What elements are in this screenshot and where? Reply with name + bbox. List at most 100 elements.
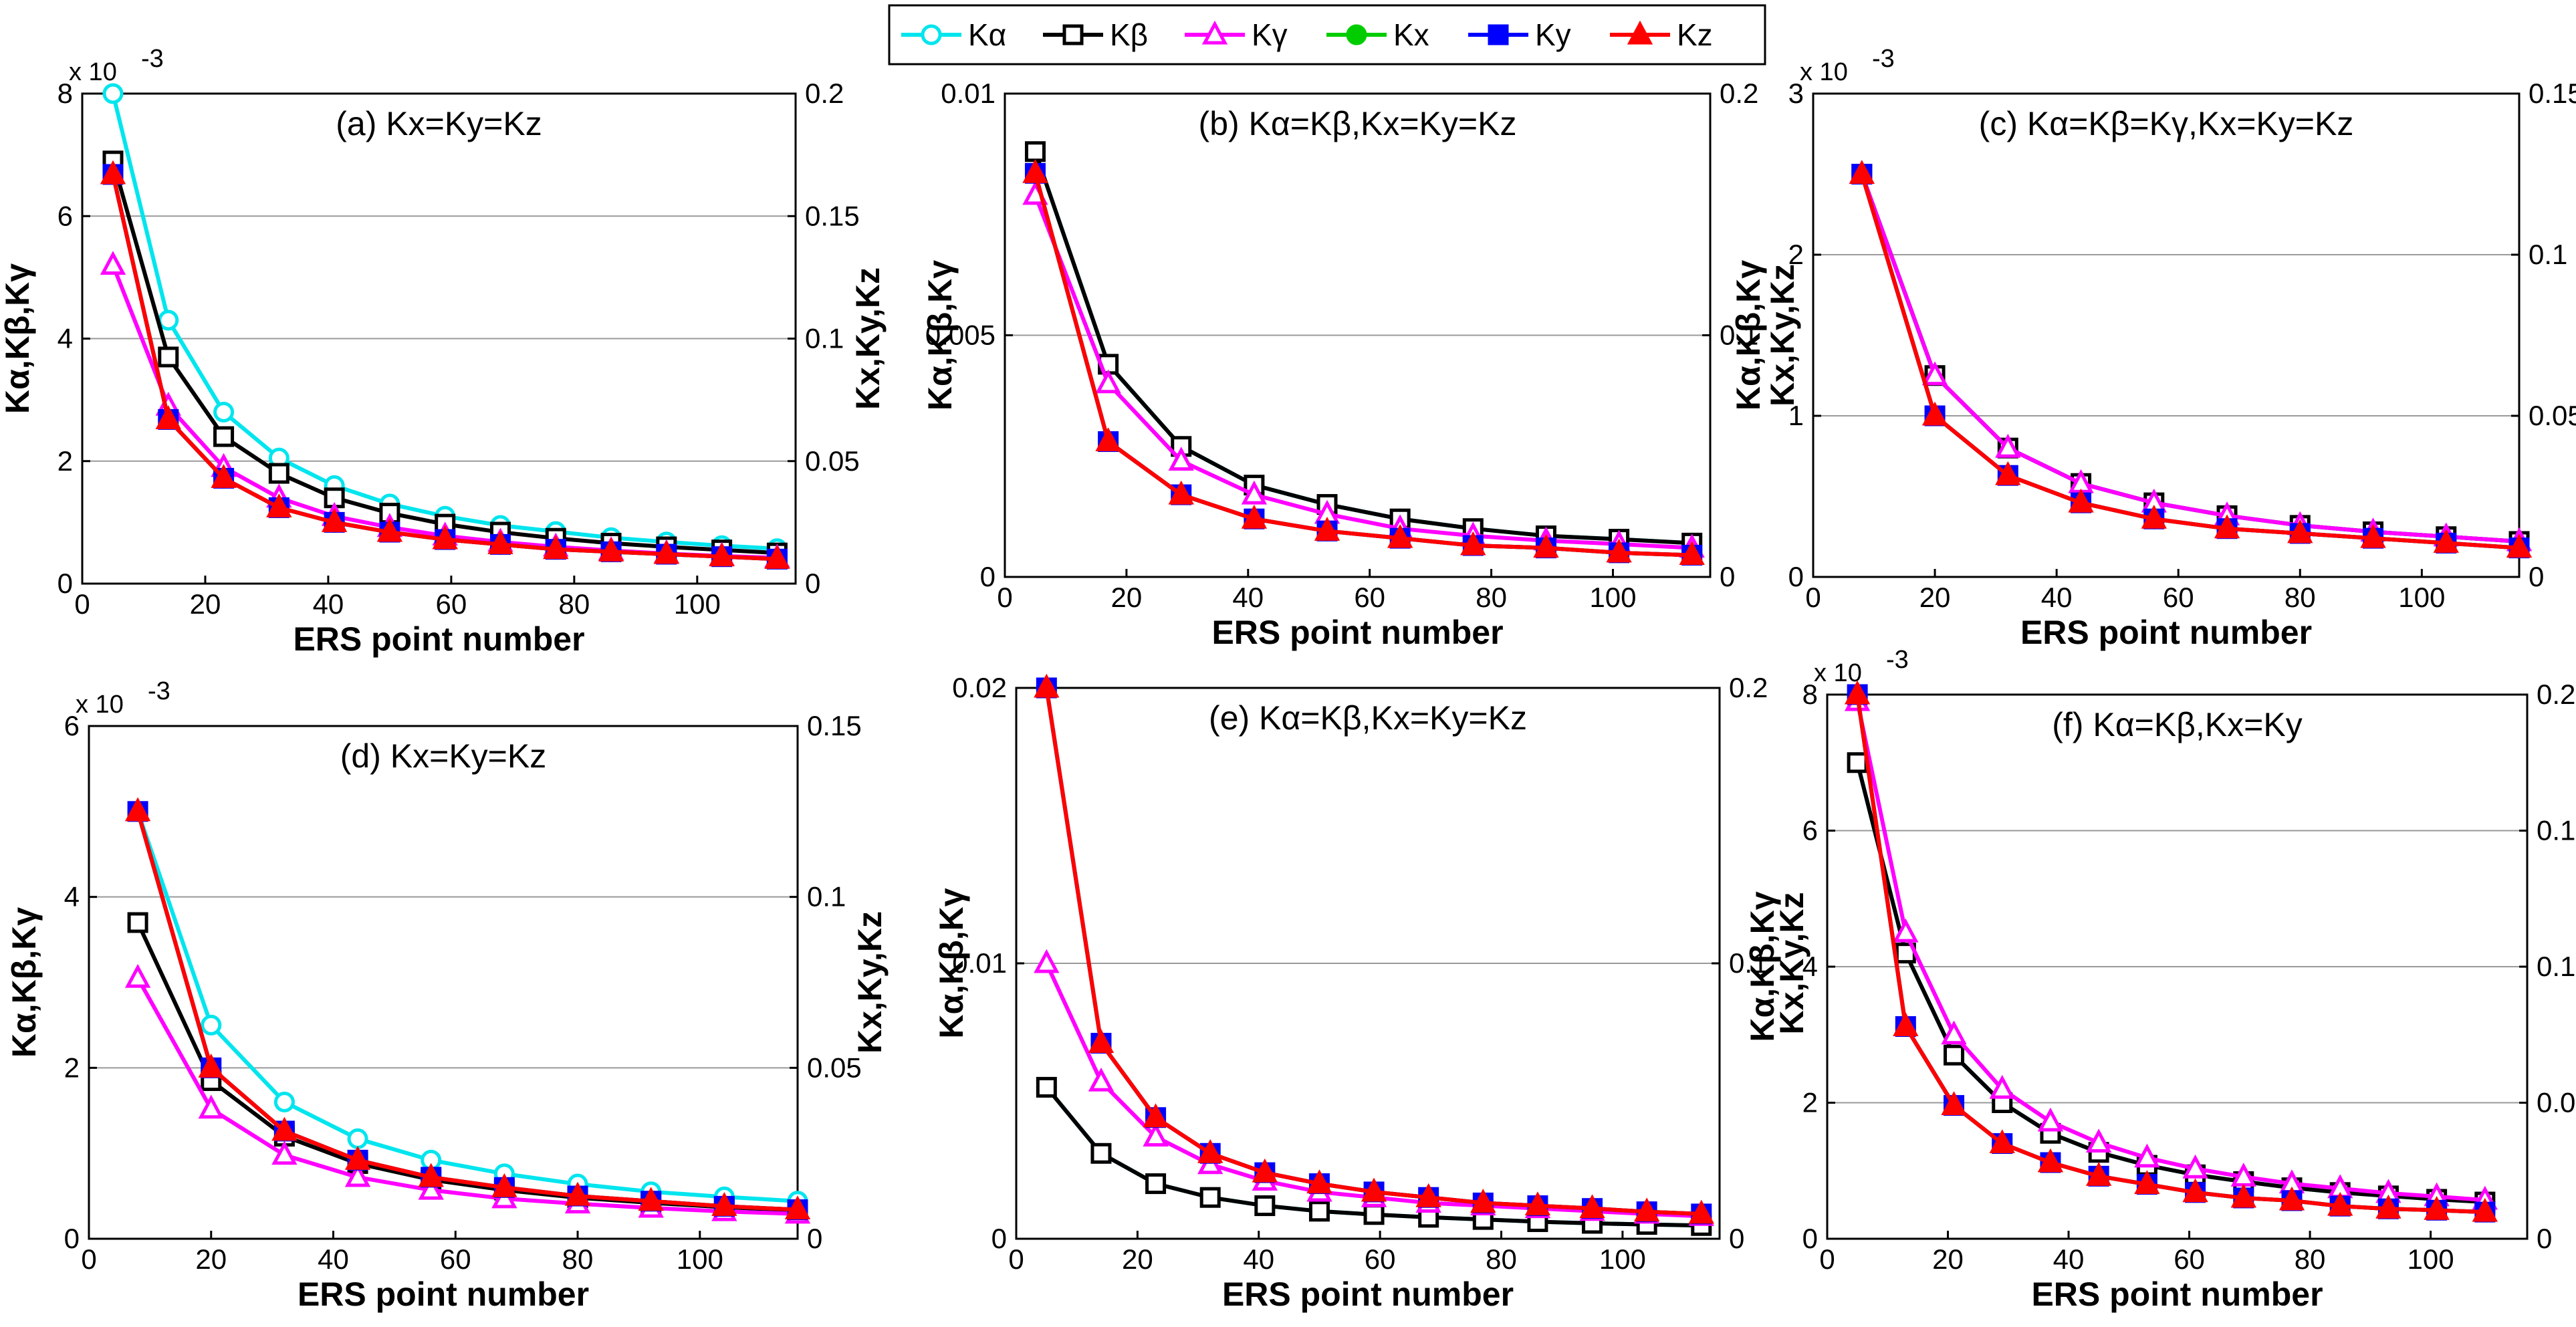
data-point	[266, 493, 292, 517]
series-line	[136, 810, 798, 1203]
data-point	[1606, 538, 1632, 563]
data-point	[2141, 504, 2167, 529]
data-point	[543, 535, 569, 560]
x-tick-label: 0	[1819, 1243, 1835, 1275]
panel-title: (f) Kα=Kβ,Kx=Ky	[2052, 706, 2302, 743]
y-right-tick-label: 0.15	[805, 200, 860, 231]
data-point	[100, 251, 126, 275]
x-tick-label: 0	[1805, 582, 1821, 613]
x-tick-label: 60	[436, 588, 467, 620]
data-point	[268, 463, 289, 484]
legend-marker	[1627, 20, 1653, 45]
data-point	[1533, 533, 1559, 558]
y-left-tick-label: 8	[1802, 679, 1818, 710]
y-right-tick-label: 0.1	[2537, 951, 2575, 982]
data-point	[2182, 1178, 2208, 1203]
legend-entry: Kx	[1326, 17, 1429, 52]
y-left-axis-label: Kα,Kβ,Kγ	[921, 260, 959, 410]
data-point	[1989, 1129, 2015, 1154]
x-tick-label: 80	[1486, 1243, 1517, 1275]
x-tick-label: 60	[2174, 1243, 2205, 1275]
legend-label: Kβ	[1110, 17, 1148, 52]
data-point	[1252, 1158, 1278, 1183]
x-tick-label: 0	[997, 582, 1012, 613]
legend-label: Kα	[968, 17, 1006, 52]
series-Kβ	[1036, 1076, 1712, 1236]
data-point	[211, 464, 237, 488]
series-Kz	[1844, 680, 2498, 1222]
data-point	[1090, 1142, 1112, 1164]
data-point	[1314, 517, 1340, 541]
data-point	[653, 539, 680, 564]
data-point	[2182, 1154, 2208, 1179]
data-point	[2278, 1186, 2305, 1211]
data-point	[344, 1146, 371, 1170]
legend-entry: Kγ	[1185, 17, 1288, 52]
x-tick-label: 20	[190, 588, 221, 620]
data-point	[1308, 1201, 1330, 1222]
x-axis-label: ERS point number	[2031, 1276, 2323, 1313]
y-right-tick-label: 0	[807, 1223, 822, 1254]
x-tick-label: 0	[81, 1243, 96, 1275]
y-left-tick-label: 2	[57, 445, 73, 477]
data-point	[1022, 159, 1048, 183]
data-point	[271, 1140, 298, 1165]
data-point	[432, 525, 458, 550]
y-left-tick-label: 0.01	[941, 78, 996, 109]
y-right-tick-label: 0.2	[1720, 78, 1758, 109]
data-point	[1363, 1204, 1385, 1225]
data-point	[1941, 1020, 1967, 1045]
exponent-label: x 10	[76, 691, 124, 719]
series-Kz	[100, 160, 790, 569]
y-right-tick-label: 0.15	[807, 710, 862, 741]
data-point	[709, 542, 735, 567]
chart-panel: 0 20 40 60 80 100 0 0.01 0.02 0 0.1 0.2 (e) Kα=Kβ,Kx…	[933, 672, 1810, 1313]
data-point	[158, 310, 179, 331]
panel-title: (b) Kα=Kβ,Kx=Ky=Kz	[1199, 105, 1517, 142]
data-point	[201, 1014, 222, 1036]
data-point	[271, 1116, 298, 1141]
data-point	[2085, 1162, 2112, 1186]
y-right-tick-label: 0.05	[2529, 400, 2576, 431]
exponent-label: x 10	[69, 58, 117, 86]
data-point	[2037, 1107, 2064, 1132]
x-axis-label: ERS point number	[2020, 614, 2312, 651]
data-point	[1633, 1197, 1660, 1222]
x-tick-label: 0	[74, 588, 90, 620]
data-point	[273, 1091, 295, 1112]
x-tick-label: 20	[195, 1243, 227, 1275]
panel-title: (a) Kx=Ky=Kz	[336, 105, 542, 142]
data-point	[155, 405, 181, 429]
data-point	[2037, 1148, 2064, 1173]
data-point	[198, 1094, 224, 1119]
legend-entry: Ky	[1468, 17, 1571, 52]
series-line	[136, 811, 798, 1212]
x-tick-label: 100	[1589, 582, 1636, 613]
panel-title: (c) Kα=Kβ=Kγ,Kx=Ky=Kz	[1979, 105, 2354, 142]
y-right-tick-label: 0.15	[2537, 815, 2576, 846]
y-left-axis-label: Kα,Kβ,Kγ	[1730, 260, 1767, 410]
x-tick-label: 60	[2163, 582, 2194, 613]
y-left-tick-label: 0	[991, 1223, 1007, 1254]
y-right-tick-label: 0.05	[2537, 1087, 2576, 1118]
y-right-tick-label: 0.1	[1720, 320, 1758, 351]
data-point	[1849, 160, 1875, 184]
y-left-tick-label: 4	[57, 323, 73, 354]
x-axis-label: ERS point number	[1222, 1276, 1514, 1313]
exponent-label: x 10	[1814, 659, 1862, 687]
x-tick-label: 60	[1365, 1243, 1396, 1275]
x-tick-label: 60	[440, 1243, 471, 1275]
y-left-axis-label: Kα,Kβ,Kγ	[5, 907, 43, 1058]
data-point	[1306, 1169, 1332, 1194]
legend-label: Ky	[1535, 17, 1571, 52]
legend: Kα Kβ Kγ Kx Ky Kz	[888, 4, 1766, 66]
legend-marker	[1346, 24, 1367, 45]
y-left-tick-label: 8	[57, 78, 73, 109]
data-point	[598, 537, 624, 562]
exponent-power: -3	[148, 677, 170, 705]
data-point	[1168, 480, 1194, 505]
series-line	[136, 977, 798, 1216]
